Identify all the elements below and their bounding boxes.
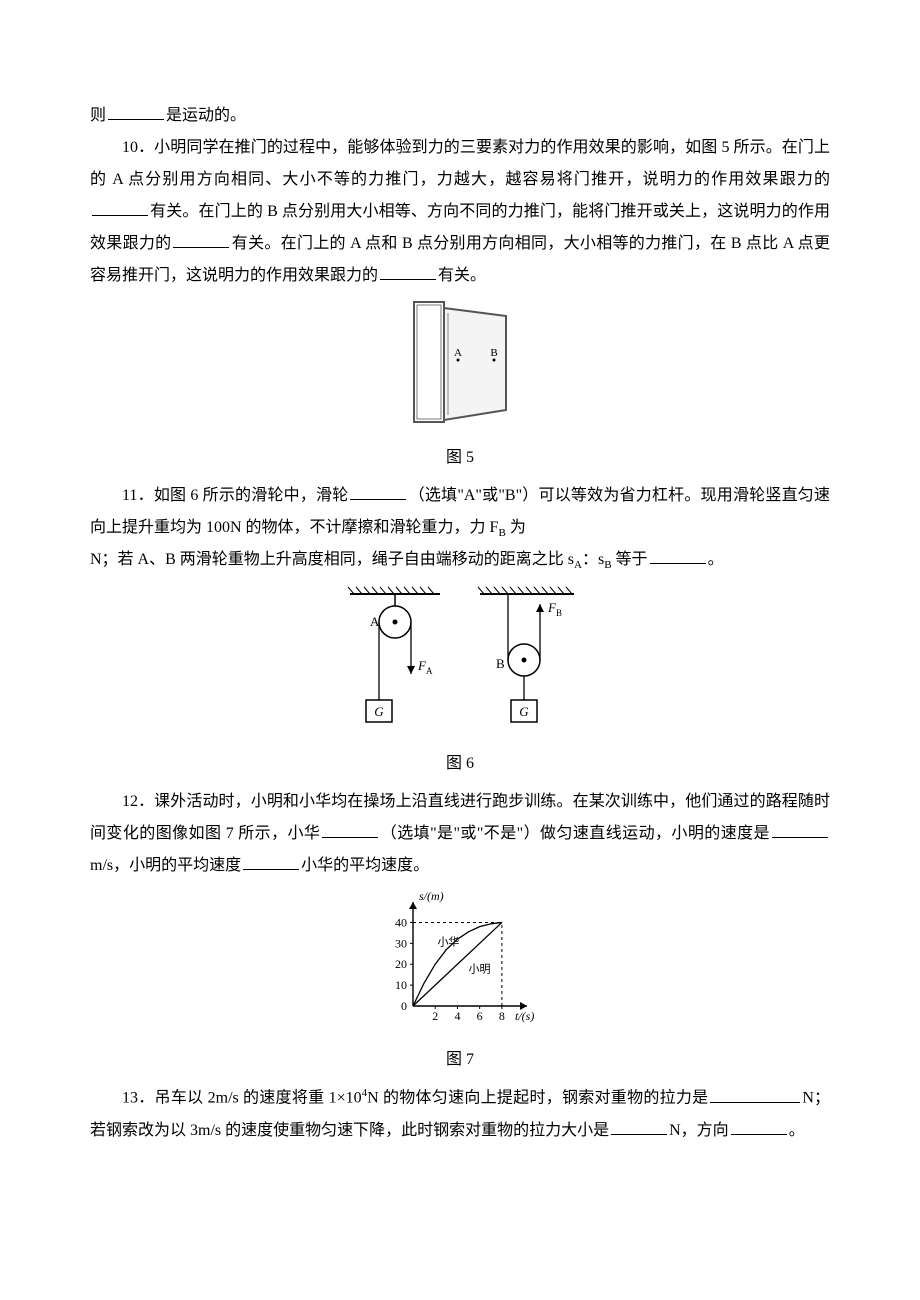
q11-sb-sub: B xyxy=(604,559,611,571)
q10-blank-1 xyxy=(92,197,148,216)
q11-or: 或 xyxy=(482,487,498,504)
q12-seg4: 小华的平均速度。 xyxy=(301,857,429,874)
fig6-label-B: B xyxy=(496,656,505,671)
q11-blank-1 xyxy=(350,481,406,500)
q11-seg6: 。 xyxy=(708,551,724,568)
q10-blank-3 xyxy=(380,261,436,280)
svg-text:小明: 小明 xyxy=(469,963,491,976)
q13-blank-1 xyxy=(710,1084,800,1103)
q9-post: 是运动的。 xyxy=(166,107,246,124)
q12-seg2a: （选填 xyxy=(380,825,430,842)
q13-blank-3 xyxy=(731,1116,787,1135)
q12-blank-1 xyxy=(322,820,378,839)
q13-paragraph: 13．吊车以 2m/s 的速度将重 1×104N 的物体匀速向上提起时，钢索对重… xyxy=(90,1082,830,1146)
q11-seg2a: （选填 xyxy=(408,487,457,504)
fig6-label-FA-sub: A xyxy=(426,666,433,676)
q13-seg4: 。 xyxy=(789,1122,805,1139)
svg-text:8: 8 xyxy=(499,1009,505,1023)
q12-seg2b: ）做匀速直线运动，小明的速度是 xyxy=(523,825,770,842)
q12-paragraph: 12．课外活动时，小明和小华均在操场上沿直线进行跑步训练。在某次训练中，他们通过… xyxy=(90,786,830,882)
q11-seg5: 等于 xyxy=(612,551,648,568)
q9-trailing-line: 则 是运动的。 xyxy=(90,100,830,132)
q9-pre: 则 xyxy=(90,107,106,124)
svg-text:小华: 小华 xyxy=(437,935,459,949)
q12-opt-no: "不是" xyxy=(477,825,523,842)
fig6-weight-B: G xyxy=(519,704,529,719)
q12-blank-2 xyxy=(772,820,828,839)
svg-text:10: 10 xyxy=(395,978,407,992)
svg-text:s/(m): s/(m) xyxy=(419,889,444,903)
q10-seg1: 10．小明同学在推门的过程中，能够体验到力的三要素对力的作用效果的影响，如图 5… xyxy=(90,139,830,188)
fig5-label-A: A xyxy=(454,347,462,359)
fig5-label-B: B xyxy=(490,347,497,359)
svg-text:0: 0 xyxy=(401,999,407,1013)
svg-text:40: 40 xyxy=(395,916,407,930)
svg-text:30: 30 xyxy=(395,937,407,951)
q10-blank-2 xyxy=(173,229,229,248)
figure-6: A F A G F xyxy=(90,582,830,780)
q11-sa-sub: A xyxy=(574,559,582,571)
svg-text:4: 4 xyxy=(454,1009,460,1023)
figure-5-caption: 图 5 xyxy=(90,442,830,474)
q11-optB: "B" xyxy=(498,487,522,504)
q11-fb-sub: B xyxy=(498,527,505,539)
q13-blank-2 xyxy=(611,1116,667,1135)
q11-seg4: N；若 A、B 两滑轮重物上升高度相同，绳子自由端移动的距离之比 s xyxy=(90,551,574,568)
figure-6-caption: 图 6 xyxy=(90,748,830,780)
figure-5: A B 图 5 xyxy=(90,298,830,474)
st-graph-icon: 0 10 20 30 40 2 4 6 8 小华小明 s/(m) t/(s) xyxy=(375,888,545,1028)
figure-7-caption: 图 7 xyxy=(90,1044,830,1076)
q11-blank-2 xyxy=(650,546,706,565)
q11-seg1: 11．如图 6 所示的滑轮中，滑轮 xyxy=(122,487,348,504)
q12-seg3: m/s，小明的平均速度 xyxy=(90,857,241,874)
svg-text:2: 2 xyxy=(432,1009,438,1023)
svg-text:t/(s): t/(s) xyxy=(515,1009,534,1023)
fig6-weight-A: G xyxy=(374,704,384,719)
svg-text:20: 20 xyxy=(395,958,407,972)
figure-7: 0 10 20 30 40 2 4 6 8 小华小明 s/(m) t/(s) 图 7 xyxy=(90,888,830,1076)
q11-seg3: 为 xyxy=(506,519,526,536)
q12-opt-yes: "是" xyxy=(430,825,460,842)
pulleys-icon: A F A G F xyxy=(330,582,590,732)
q13-seg3: N，方向 xyxy=(669,1122,729,1139)
q10-seg4: 有关。 xyxy=(438,267,486,284)
q9-blank xyxy=(108,101,164,120)
q12-blank-3 xyxy=(243,852,299,871)
door-icon: A B xyxy=(408,298,512,426)
q13-seg1: 13．吊车以 2m/s 的速度将重 1×10 xyxy=(122,1090,362,1107)
q13-seg1b: N 的物体匀速向上提起时，钢索对重物的拉力是 xyxy=(367,1090,708,1107)
fig6-label-FB-sub: B xyxy=(556,608,562,618)
q11-optA: "A" xyxy=(457,487,482,504)
q10-paragraph: 10．小明同学在推门的过程中，能够体验到力的三要素对力的作用效果的影响，如图 5… xyxy=(90,132,830,292)
q12-or: 或 xyxy=(460,825,477,842)
q11-paragraph: 11．如图 6 所示的滑轮中，滑轮（选填"A"或"B"）可以等效为省力杠杆。现用… xyxy=(90,480,830,576)
q11-colon: ：s xyxy=(582,551,604,568)
svg-text:6: 6 xyxy=(477,1009,483,1023)
paper-page: 则 是运动的。 10．小明同学在推门的过程中，能够体验到力的三要素对力的作用效果的… xyxy=(0,0,920,1300)
